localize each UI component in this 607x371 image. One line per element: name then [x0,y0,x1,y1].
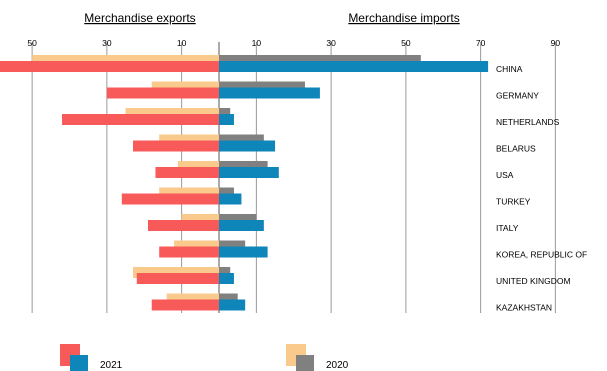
category-label: USA [496,170,514,180]
category-label: KOREA, REPUBLIC OF [496,250,587,260]
bar-exports-2021-united-kingdom [136,273,219,284]
bar-exports-2020-turkey [159,187,219,199]
bar-exports-2021-germany [106,87,219,99]
bar-imports-2020-germany [219,81,305,93]
legend: 2021 2020 [60,344,349,371]
category-label: CHINA [496,64,523,74]
bar-exports-2021-italy [147,220,219,231]
category-label: TURKEY [496,197,531,207]
legend-label-2020: 2020 [326,360,349,371]
bar-imports-2021-turkey [219,193,242,205]
bar-imports-2021-italy [219,220,264,231]
bar-exports-2020-usa [177,161,219,172]
bar-exports-2021-kazakhstan [151,299,219,311]
tick-label-right-10: 10 [252,38,262,48]
bar-imports-2021-belarus [219,140,276,152]
bar-exports-2020-china [32,55,219,66]
bar-exports-2021-usa [155,167,219,178]
bar-imports-2020-china [219,55,421,66]
legend-label-2021: 2021 [100,360,123,371]
tick-label-left-30: 30 [102,38,112,48]
bar-exports-2021-china [0,61,220,72]
bar-exports-2021-turkey [121,193,219,205]
legend-swatch-2021-imports [70,355,88,371]
bar-imports-2020-united-kingdom [219,267,231,278]
bar-imports-2021-germany [219,87,320,99]
bar-exports-2020-kazakhstan [166,293,219,305]
bar-exports-2020-belarus [159,134,219,146]
category-label: UNITED KINGDOM [496,276,571,286]
bar-imports-2021-united-kingdom [219,273,234,284]
bar-exports-2020-germany [151,81,219,93]
tick-label-right-70: 70 [476,38,486,48]
bar-exports-2020-united-kingdom [133,267,219,278]
tick-label-right-90: 90 [551,38,561,48]
bar-imports-2021-kazakhstan [219,299,246,311]
bar-exports-2020-netherlands [125,108,219,119]
bar-exports-2021-belarus [133,140,219,152]
category-label: GERMANY [496,91,539,101]
axis-ticks: 705030101030507090 [27,38,561,313]
category-label: ITALY [496,223,519,233]
bar-imports-2020-korea-republic-of [219,240,246,252]
bar-exports-2021-netherlands [62,114,220,125]
category-labels: CHINA GERMANY NETHERLANDS BELARUS USA TURKEY I… [496,64,587,313]
bar-imports-2021-korea-republic-of [219,246,268,258]
bar-exports-2020-korea-republic-of [174,240,219,252]
imports-title: Merchandise imports [348,11,459,25]
tick-label-right-30: 30 [326,38,336,48]
bars [0,55,489,311]
tick-label-right-50: 50 [401,38,411,48]
bar-imports-2020-turkey [219,187,234,199]
bar-exports-2021-korea-republic-of [159,246,219,258]
bar-imports-2020-belarus [219,134,264,146]
bar-imports-2021-china [219,61,489,72]
bar-imports-2021-netherlands [219,114,234,125]
category-label: BELARUS [496,144,536,154]
bar-imports-2020-netherlands [219,108,231,119]
bar-imports-2020-italy [219,214,257,225]
exports-title: Merchandise exports [84,11,195,25]
bar-exports-2020-italy [181,214,219,225]
bar-imports-2020-usa [219,161,268,172]
bar-imports-2021-usa [219,167,279,178]
bar-imports-2020-kazakhstan [219,293,238,305]
category-label: NETHERLANDS [496,117,560,127]
tick-label-left-50: 50 [27,38,37,48]
legend-swatch-2020-imports [296,355,314,371]
category-label: KAZAKHSTAN [496,303,552,313]
tick-label-left-10: 10 [177,38,187,48]
